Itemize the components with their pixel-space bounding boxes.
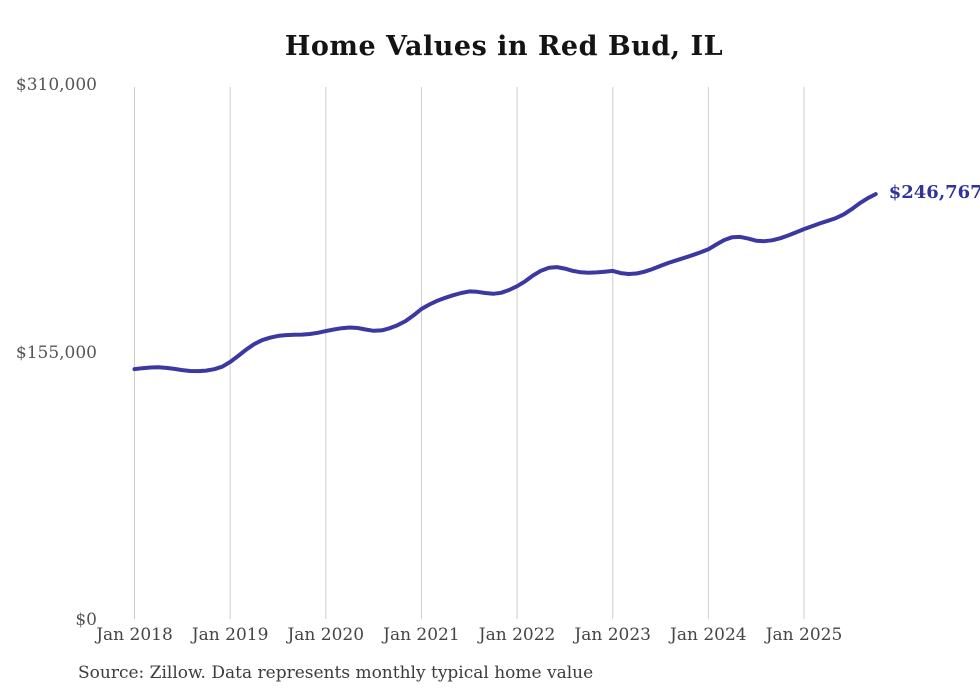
chart-title: Home Values in Red Bud, IL — [284, 31, 724, 62]
x-tick-label: Jan 2024 — [670, 625, 747, 645]
x-tick-label: Jan 2020 — [287, 625, 365, 645]
x-tick-label: Jan 2025 — [765, 625, 843, 645]
x-tick-label: Jan 2022 — [478, 625, 556, 645]
x-tick-label: Jan 2019 — [191, 625, 269, 645]
x-tick-label: Jan 2018 — [96, 625, 173, 645]
latest-value-label: $246,767 — [888, 182, 980, 204]
x-tick-label: Jan 2021 — [383, 625, 460, 645]
home-value-line — [132, 192, 878, 374]
source-note: Source: Zillow. Data represents monthly … — [78, 663, 594, 683]
y-tick-label: $310,000 — [15, 75, 97, 95]
x-tick-label: Jan 2023 — [574, 625, 651, 645]
y-tick-label: $155,000 — [15, 342, 97, 363]
y-tick-label: $0 — [75, 610, 97, 630]
